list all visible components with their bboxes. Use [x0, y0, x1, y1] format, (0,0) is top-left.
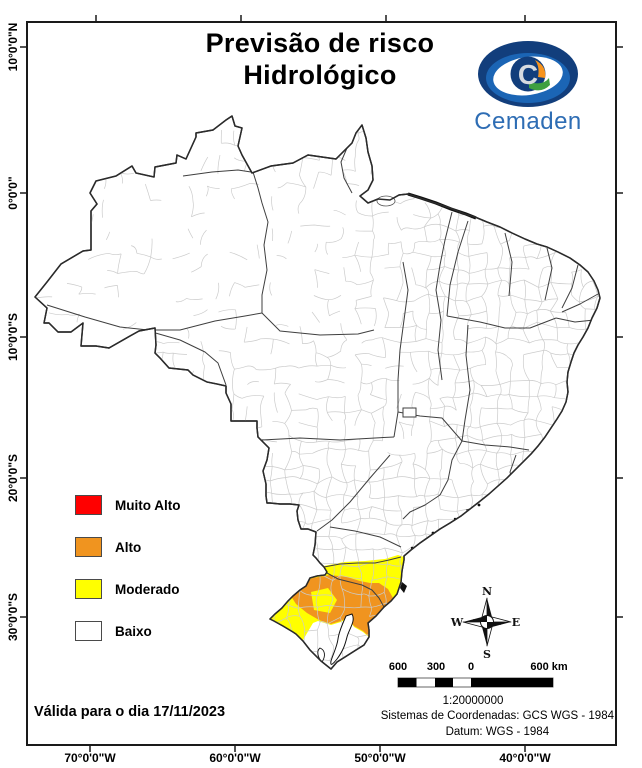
brazil-outline	[34, 115, 601, 670]
cemaden-logo: C Cemaden	[474, 41, 582, 135]
mirim-lagoon	[317, 647, 325, 663]
logo-wordmark: Cemaden	[474, 108, 582, 135]
lon-label-70w: 70°0'0"W	[64, 751, 116, 765]
lon-label-60w: 60°0'0"W	[209, 751, 261, 765]
lat-label-10n: 10°0'0"N	[6, 22, 20, 72]
compass-n-label: N	[482, 585, 492, 598]
legend-label-muito-alto: Muito Alto	[115, 497, 181, 513]
legend-swatch-alto	[75, 537, 102, 557]
crs-line1: Sistemas de Coordenadas: GCS WGS - 1984	[380, 710, 614, 722]
compass-rose-icon: N S E W	[450, 585, 520, 661]
risk-region-alto	[289, 575, 393, 638]
legend-label-baixo: Baixo	[115, 623, 152, 639]
scale-label-300: 300	[426, 661, 446, 673]
patos-lagoon	[330, 613, 354, 665]
svg-text:C: C	[518, 59, 538, 90]
page-title: Previsão de risco Hidrológico	[160, 28, 480, 92]
marajo-island	[376, 195, 396, 207]
lat-label-30s: 30°0'0"S	[6, 592, 20, 642]
lat-label-0: 0°0'0"	[6, 176, 20, 210]
brazil-map	[34, 115, 601, 670]
eye-icon: C	[478, 41, 578, 107]
scale-label-600km: 600 km	[530, 661, 568, 673]
distrito-federal	[402, 407, 417, 418]
compass-s-label: S	[483, 648, 491, 661]
lat-label-20s: 20°0'0"S	[6, 453, 20, 503]
legend-item-muito-alto: Muito Alto	[75, 495, 180, 515]
legend-swatch-baixo	[75, 621, 102, 641]
lon-label-50w: 50°0'0"W	[354, 751, 406, 765]
lon-label-40w: 40°0'0"W	[499, 751, 551, 765]
state-boundaries	[46, 133, 599, 608]
legend-item-baixo: Baixo	[75, 621, 152, 641]
scale-bar	[397, 677, 554, 688]
legend-item-alto: Alto	[75, 537, 141, 557]
scale-label-0: 0	[467, 661, 475, 673]
legend-swatch-muito-alto	[75, 495, 102, 515]
legend-item-moderado: Moderado	[75, 579, 180, 599]
legend-label-alto: Alto	[115, 539, 142, 555]
compass-e-label: E	[512, 616, 520, 629]
legend-swatch-moderado	[75, 579, 102, 599]
validity-date: Válida para o dia 17/11/2023	[34, 704, 226, 720]
scale-ratio: 1:20000000	[442, 695, 504, 707]
scale-label-600-left: 600	[388, 661, 408, 673]
florianopolis-island	[400, 582, 407, 593]
crs-line2: Datum: WGS - 1984	[445, 725, 550, 738]
title-line2: Hidrológico	[243, 59, 397, 90]
compass-w-label: W	[450, 616, 464, 629]
legend-label-moderado: Moderado	[115, 581, 180, 597]
lat-label-10s: 10°0'0"S	[6, 312, 20, 362]
map-frame	[26, 21, 617, 746]
graticule-ticks	[20, 15, 623, 752]
title-line1: Previsão de risco	[205, 28, 435, 58]
coordinate-system-note: Sistemas de Coordenadas: GCS WGS - 1984 …	[381, 709, 614, 740]
